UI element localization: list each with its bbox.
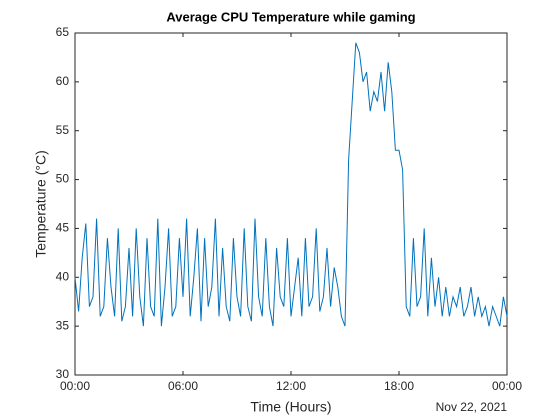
y-tick-label: 40 — [56, 269, 70, 283]
y-tick-label: 45 — [56, 221, 70, 235]
y-tick-label: 30 — [56, 367, 70, 381]
x-tick-label: 00:00 — [492, 379, 522, 393]
y-tick-label: 50 — [56, 172, 70, 186]
chart-title: Average CPU Temperature while gaming — [166, 9, 415, 24]
y-axis-label: Temperature (°C) — [33, 150, 49, 258]
x-tick-label: 18:00 — [384, 379, 414, 393]
x-tick-label: 06:00 — [168, 379, 198, 393]
y-tick-label: 65 — [56, 25, 70, 39]
y-tick-label: 55 — [56, 123, 70, 137]
line — [74, 42, 508, 327]
x-tick-label: 00:00 — [60, 379, 90, 393]
y-tick-label: 35 — [56, 318, 70, 332]
y-tick-label: 60 — [56, 74, 70, 88]
x-axis-label: Time (Hours) — [250, 399, 331, 415]
date-label: Nov 22, 2021 — [436, 400, 508, 414]
x-tick-label: 12:00 — [276, 379, 306, 393]
